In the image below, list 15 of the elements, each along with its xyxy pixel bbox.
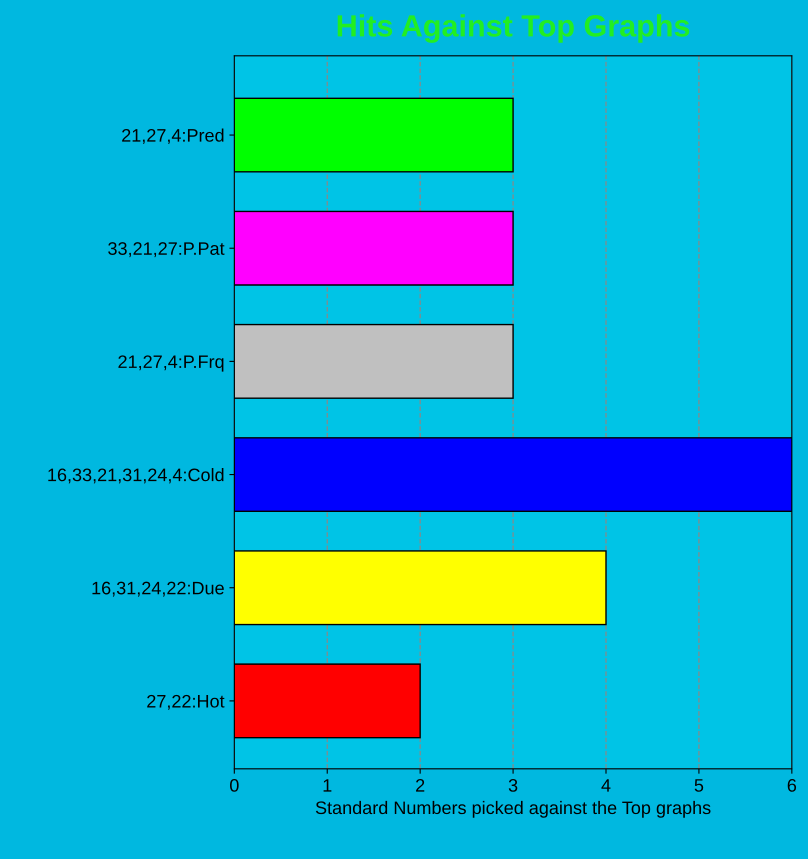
x-tick-label: 4: [601, 779, 610, 792]
y-tick-label: 21,27,4:P.Frq: [118, 355, 224, 372]
x-tick-label: 1: [324, 779, 332, 792]
x-tick-label: 0: [230, 779, 239, 792]
x-tick-label: 5: [694, 779, 704, 792]
y-tick-label: 16,33,21,31,24,4:Cold: [48, 468, 224, 484]
y-tick-label: 16,31,24,22:Due: [92, 582, 224, 597]
y-tick-label: 27,22:Hot: [147, 694, 224, 710]
x-tick-label: 6: [788, 779, 796, 792]
y-tick-label: 21,27,4:Pred: [122, 128, 224, 144]
x-tick-label: 3: [508, 779, 518, 792]
chart-title: Hits Against Top Graphs: [338, 14, 690, 43]
x-axis-title: Standard Numbers picked against the Top graphs: [316, 800, 711, 818]
y-tick-label: 33,21,27:P.Pat: [108, 242, 224, 258]
x-tick-label: 2: [416, 779, 424, 792]
